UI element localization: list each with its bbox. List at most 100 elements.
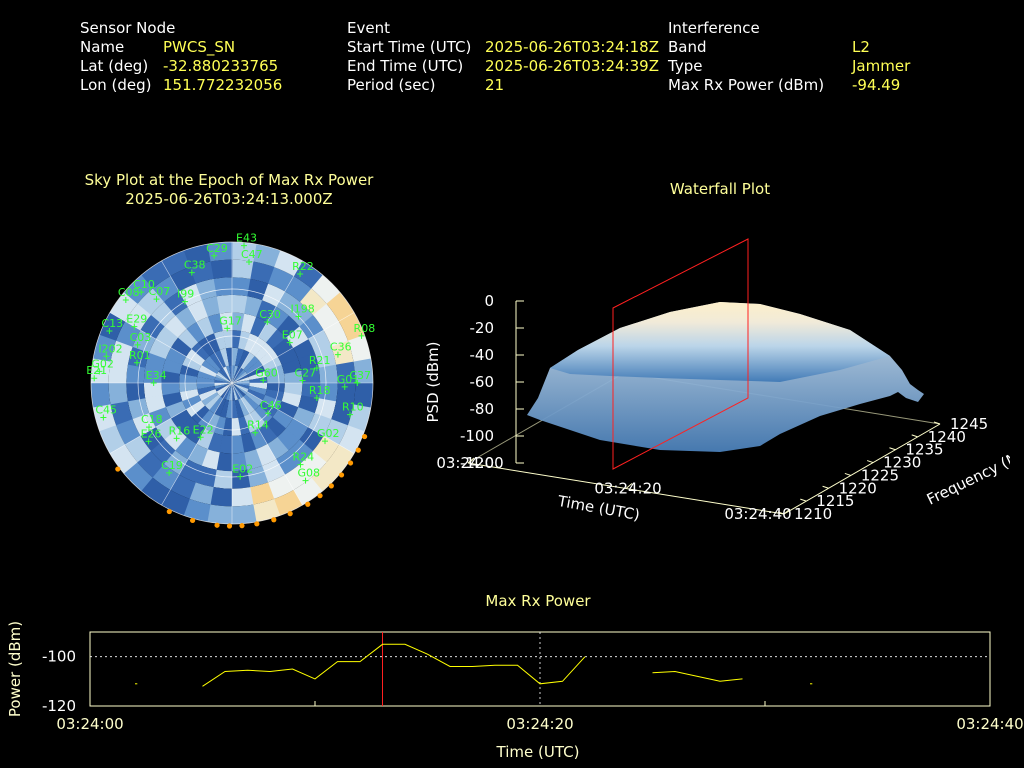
sky-bin (243, 394, 260, 411)
sky-bin (299, 288, 327, 316)
satellite-cross (286, 339, 293, 346)
sky-bin (248, 386, 267, 396)
sky-bin (298, 352, 319, 372)
sky-bin (232, 367, 244, 383)
satellite-cross (264, 318, 271, 325)
satellite-marker: C19 (161, 459, 183, 476)
sky-plot-title: Sky Plot at the Epoch of Max Rx Power (84, 171, 374, 189)
interference-type-value: Jammer (852, 57, 911, 75)
sky-bin (245, 360, 263, 375)
sky-bin (140, 314, 165, 339)
sky-bin (232, 369, 246, 383)
satellite-cross (173, 435, 180, 442)
obstruction-marker (214, 522, 220, 528)
sky-bin (164, 428, 187, 451)
satellite-cross (341, 383, 348, 390)
obstruction-marker (226, 523, 233, 529)
sky-bin (243, 413, 259, 433)
satellite-label: E07 (282, 329, 303, 342)
satellite-label: C07 (149, 285, 171, 298)
sky-bin (209, 487, 232, 507)
sky-bin (237, 398, 250, 417)
sky-bin (219, 435, 232, 454)
sky-bin (347, 404, 371, 432)
satellite-cross (91, 375, 98, 382)
sky-bin (266, 373, 285, 384)
sky-bin (243, 449, 263, 470)
event-end-label: End Time (UTC) (347, 57, 464, 75)
sky-bin (265, 389, 285, 402)
sky-bin (353, 358, 373, 384)
sky-bin (231, 400, 239, 419)
power-series-line (202, 643, 586, 687)
sky-bin (198, 388, 217, 401)
sky-bin (214, 376, 232, 383)
satellite-marker: R08 (354, 322, 375, 339)
sky-bin (109, 444, 138, 474)
sky-bin (254, 342, 273, 361)
sky-bin (197, 409, 215, 429)
sky-bin (175, 306, 198, 329)
sky-bin (216, 383, 232, 395)
interference-heading: Interference (668, 19, 760, 37)
sky-bin (214, 382, 232, 387)
sky-bin (140, 477, 171, 506)
satellite-label: I198 (290, 303, 314, 316)
satellite-marker: E43 (236, 232, 257, 249)
satellite-label: R22 (292, 260, 314, 273)
obstruction-marker (355, 447, 361, 453)
satellite-cross (188, 269, 195, 276)
sky-bin (143, 382, 163, 399)
satellite-marker: C30 (259, 308, 281, 325)
sky-bin (152, 463, 180, 490)
sky-bin (336, 383, 356, 406)
sky-bin (210, 259, 233, 279)
sky-bin (191, 342, 210, 361)
sky-bin (276, 291, 301, 316)
freq-tick-label: 1230 (883, 454, 921, 472)
sky-bin (124, 435, 151, 463)
sky-bin (235, 348, 245, 367)
sky-bin (265, 328, 287, 350)
satellite-label: G02 (317, 427, 340, 440)
satellite-marker: I99 (177, 288, 194, 305)
sky-bin (338, 312, 365, 342)
sky-bin (314, 346, 337, 369)
sky-bin (249, 410, 266, 429)
sky-bin (265, 364, 285, 378)
sky-bin (93, 334, 117, 362)
satellite-cross (138, 289, 145, 296)
obstruction-marker (287, 511, 293, 517)
satellite-label: C19 (161, 459, 183, 472)
sky-bin (252, 498, 281, 522)
sky-bin (249, 482, 275, 505)
sky-bin (326, 292, 355, 322)
sky-bin (232, 383, 244, 399)
sky-bin (162, 391, 183, 408)
sky-bin (241, 313, 257, 334)
sky-bin (155, 326, 179, 348)
satellite-cross (134, 341, 141, 348)
satellite-label: C38 (184, 259, 206, 272)
satellite-marker: R16 (169, 424, 190, 442)
sky-bin (225, 347, 233, 366)
sky-bin (108, 382, 128, 405)
freq-tick (800, 498, 807, 502)
satellite-marker: C29 (206, 242, 228, 259)
sky-bin (284, 464, 312, 491)
satellite-marker: G17 (219, 314, 242, 332)
obstruction-marker (338, 472, 345, 478)
sky-bin (336, 361, 356, 384)
satellite-label: G08 (298, 467, 321, 480)
sky-bin (240, 352, 255, 370)
sky-bin (258, 400, 278, 418)
freq-tick (822, 485, 829, 489)
sky-bin (206, 504, 232, 524)
sky-bin (231, 487, 254, 507)
sky-bin (189, 482, 214, 505)
obstruction-marker (166, 508, 172, 515)
satellite-cross (246, 258, 253, 265)
sky-bin (244, 333, 259, 353)
sky-bin (187, 443, 208, 466)
satellite-cross (299, 377, 306, 384)
